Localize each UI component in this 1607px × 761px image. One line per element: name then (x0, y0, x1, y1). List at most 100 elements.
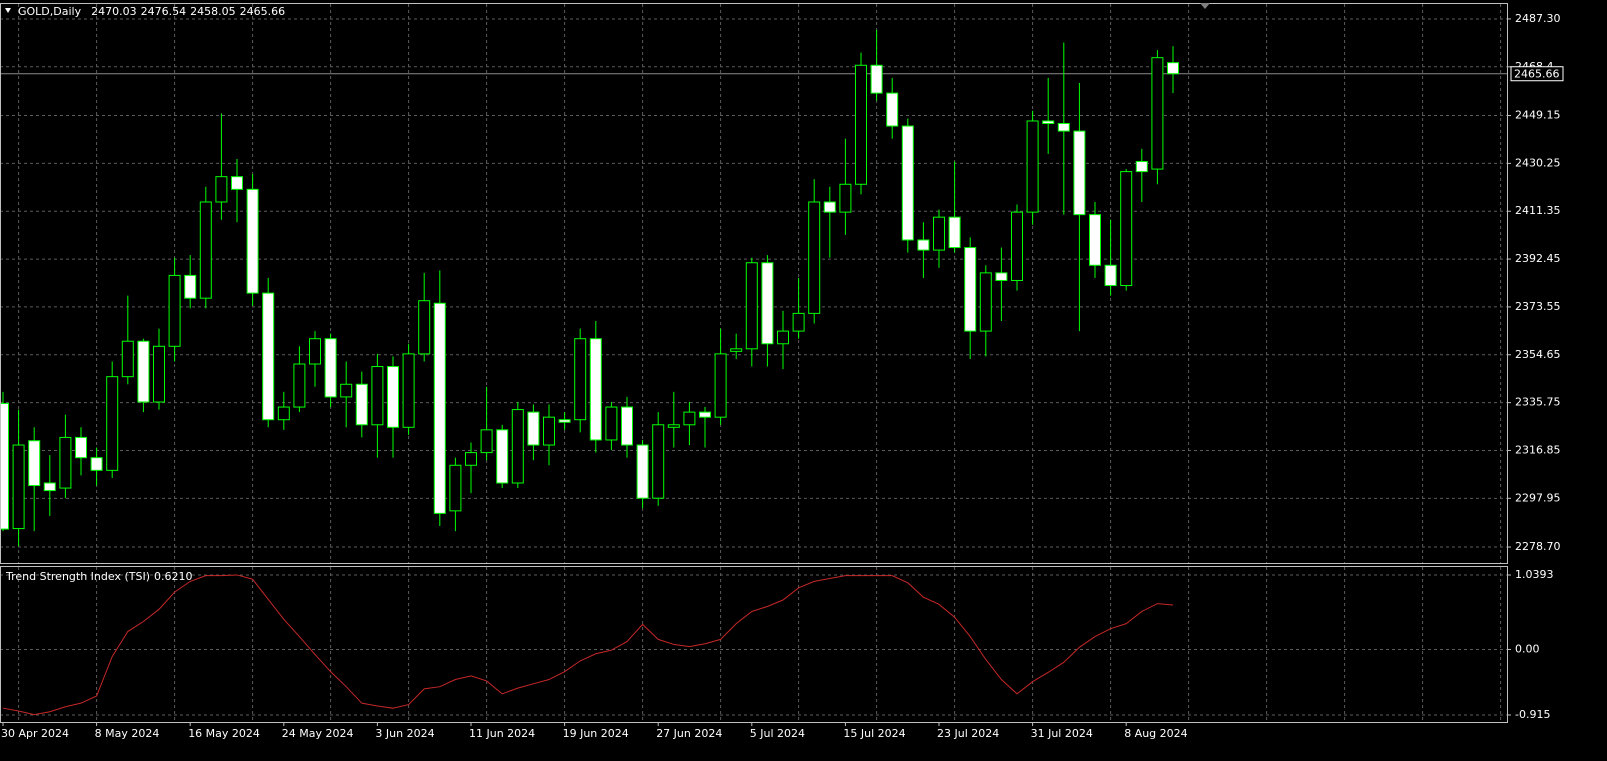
shift-marker (1200, 3, 1210, 9)
candle-body (636, 444, 649, 499)
candle-body (574, 338, 587, 421)
candle-body (995, 272, 1008, 281)
indicator-line (2, 574, 1174, 716)
candle-body (1104, 264, 1117, 287)
low-value: 2458.05 (190, 5, 236, 18)
candle-body (511, 409, 524, 484)
indicator-title: Trend Strength Index (TSI) (5, 570, 150, 583)
candle-body (1042, 120, 1055, 125)
x-tick-label: 5 Jul 2024 (750, 727, 805, 740)
current-price-box (1510, 66, 1564, 82)
y-tick-label: 2297.95 (1515, 491, 1561, 504)
x-tick-label: 11 Jun 2024 (469, 727, 535, 740)
y-tick-label: 0.00 (1515, 642, 1540, 655)
candle-body (121, 340, 134, 378)
candle-body (730, 348, 743, 352)
candle-body (886, 92, 899, 127)
candle-body (714, 353, 727, 418)
candle-body (948, 216, 961, 249)
candle-body (543, 416, 555, 446)
candle-body (683, 411, 696, 426)
y-tick-label: 1.0393 (1515, 568, 1554, 581)
candle-body (184, 274, 197, 299)
chart-title: GOLD,Daily (18, 5, 82, 18)
candle-body (1167, 62, 1179, 75)
candle-body (43, 482, 56, 492)
candle-body (1011, 211, 1023, 281)
close-value: 2465.66 (240, 5, 286, 18)
open-value: 2470.03 (91, 5, 137, 18)
candle-body (870, 64, 883, 94)
x-tick-label: 3 Jun 2024 (375, 727, 434, 740)
candle-body (745, 262, 758, 350)
candle-body (355, 383, 368, 426)
candle-body (652, 424, 665, 499)
x-tick-label: 23 Jul 2024 (937, 727, 999, 740)
candle-body (1073, 130, 1086, 216)
candle-body (28, 440, 41, 487)
candle-body (589, 338, 602, 441)
candle-body (1089, 214, 1101, 266)
price-panel-frame (0, 3, 1508, 564)
candle-body (496, 429, 509, 484)
candle-body (792, 312, 805, 332)
x-tick-label: 31 Jul 2024 (1031, 727, 1093, 740)
x-tick-label: 30 Apr 2024 (1, 727, 69, 740)
y-tick-label: -0.915 (1515, 708, 1550, 721)
candle-body (153, 345, 165, 403)
high-value: 2476.54 (141, 5, 187, 18)
candle-body (309, 338, 321, 365)
y-tick-label: 2392.45 (1515, 252, 1561, 265)
candle-body (137, 340, 150, 403)
candle-body (527, 411, 540, 446)
candle-body (901, 125, 914, 241)
x-tick-label: 8 Aug 2024 (1124, 727, 1187, 740)
candle-body (1026, 120, 1039, 213)
candle-body (839, 183, 852, 213)
candle-body (777, 330, 789, 345)
grid-layer (0, 4, 1507, 722)
y-tick-label: 2335.75 (1515, 396, 1561, 409)
x-tick-label: 15 Jul 2024 (843, 727, 905, 740)
candle-body (761, 262, 774, 345)
candle-body (106, 376, 119, 471)
candle-body (199, 201, 212, 299)
candle-body (699, 411, 711, 418)
candle-body (0, 403, 9, 530)
candle-body (387, 366, 399, 428)
candle-body (558, 419, 571, 423)
candle-body (90, 457, 103, 471)
candle-body (1151, 57, 1164, 170)
indicator-header: Trend Strength Index (TSI) 0.6210 (5, 570, 193, 583)
candle-body (75, 436, 87, 459)
candle-body (823, 201, 836, 213)
x-tick-label: 27 Jun 2024 (656, 727, 722, 740)
candle-body (12, 444, 25, 530)
candle-body (964, 247, 977, 332)
candle-body (621, 406, 633, 446)
y-tick-label: 2354.65 (1515, 348, 1561, 361)
x-tick-label: 19 Jun 2024 (563, 727, 629, 740)
candle-body (917, 239, 930, 251)
candle-body (277, 406, 290, 421)
candle-body (402, 353, 415, 428)
candle-body (293, 363, 306, 408)
candle-body (855, 64, 867, 185)
candle-body (465, 452, 477, 466)
x-tick-label: 8 May 2024 (95, 727, 160, 740)
y-tick-label: 2373.55 (1515, 300, 1561, 313)
current-price-label: 2465.66 (1514, 68, 1560, 81)
indicator-value: 0.6210 (154, 570, 193, 583)
candle-body (480, 429, 493, 454)
candle-body (340, 383, 353, 398)
candle-body (667, 424, 680, 428)
candle-body (433, 302, 446, 514)
mark-layer (0, 29, 1179, 716)
candle-body (262, 292, 275, 421)
candle-body (605, 406, 618, 441)
candle-body (246, 188, 259, 294)
y-tick-label: 2278.70 (1515, 540, 1561, 553)
